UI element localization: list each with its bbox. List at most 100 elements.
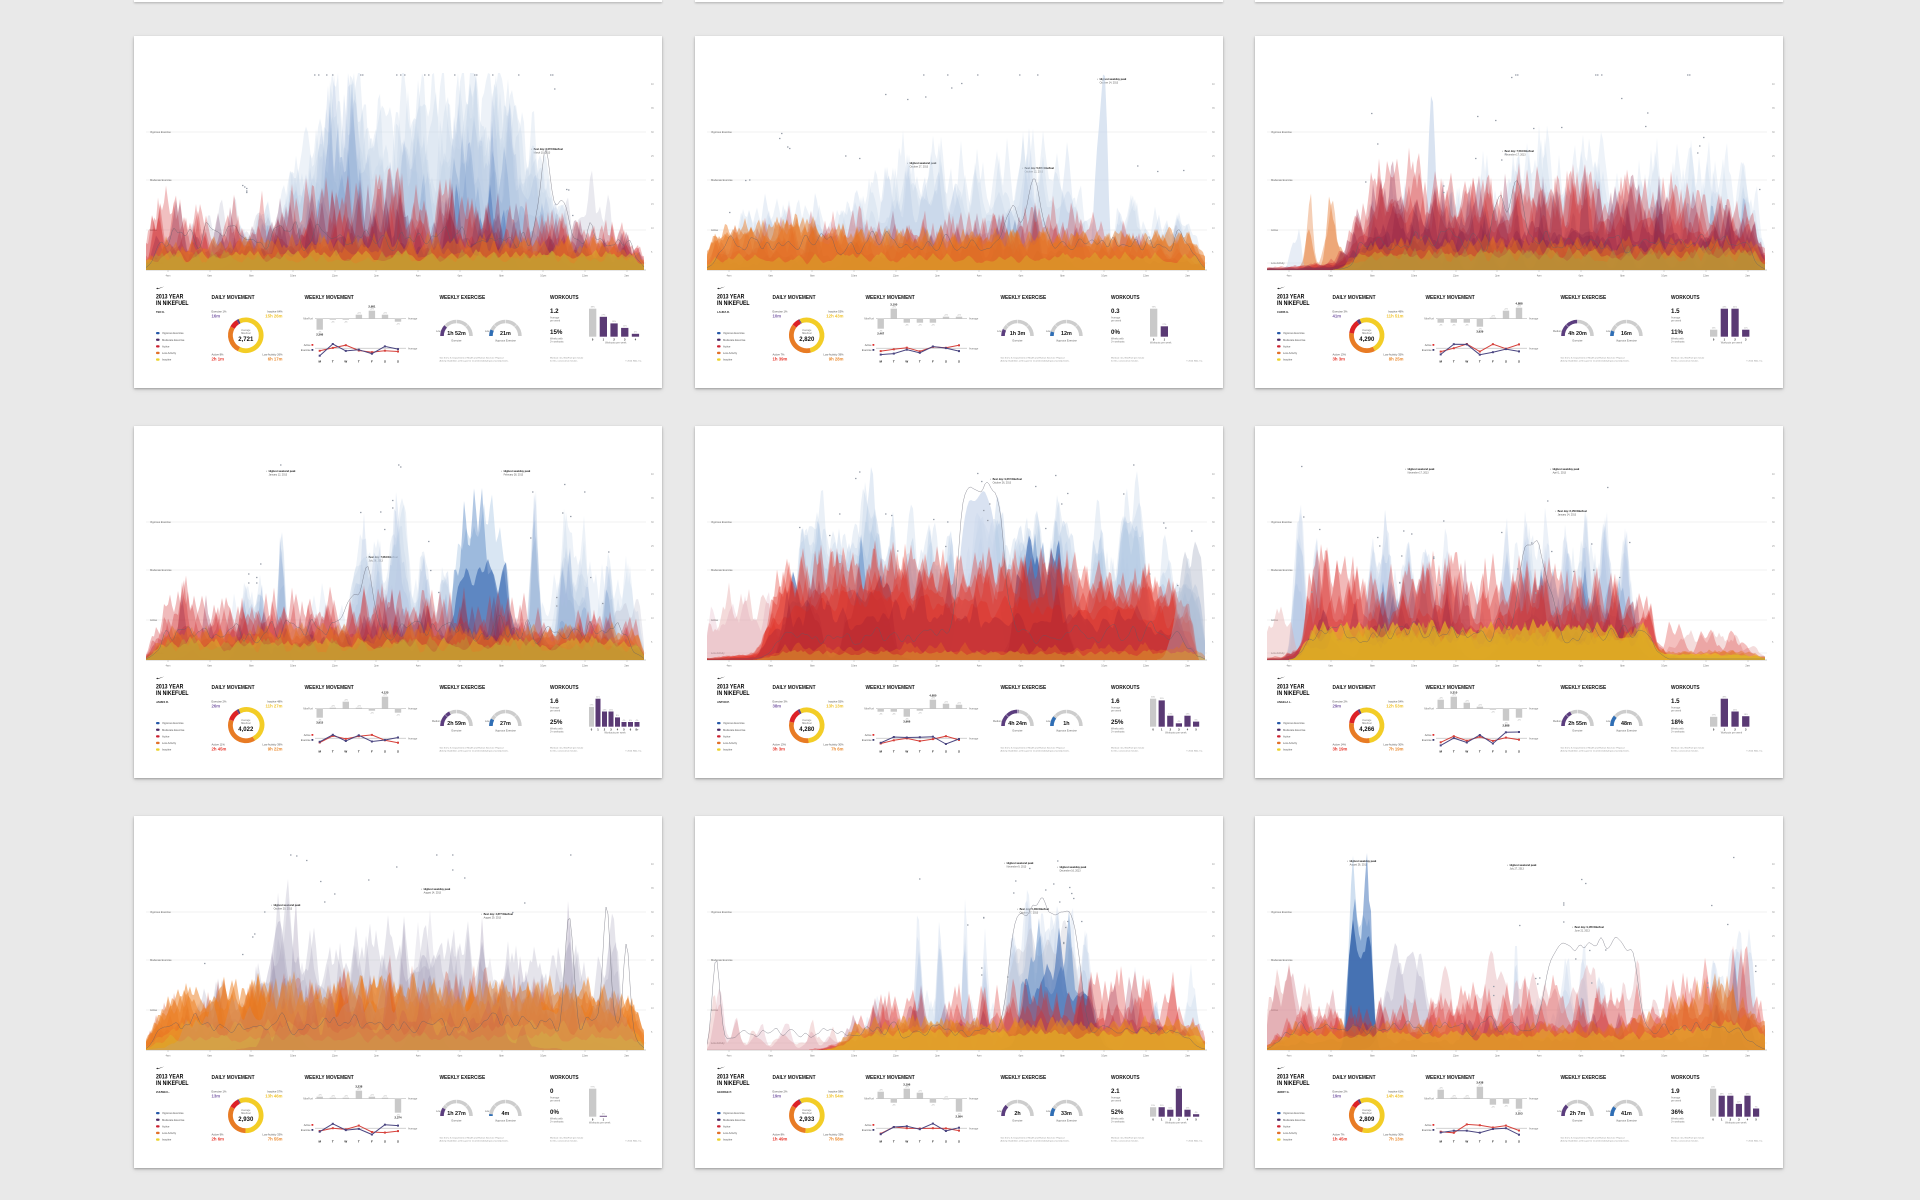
svg-text:4,888: 4,888 — [1516, 301, 1523, 305]
svg-text:5: 5 — [651, 641, 653, 644]
svg-text:8pm: 8pm — [1060, 665, 1065, 668]
svg-text:-1%: -1% — [892, 1105, 896, 1107]
svg-text:2013 YEAR: 2013 YEAR — [1277, 294, 1305, 301]
svg-text:October 27, 2013: October 27, 2013 — [1020, 911, 1039, 914]
svg-text:per week: per week — [1111, 320, 1122, 323]
svg-text:Exercise: Exercise — [452, 1119, 463, 1123]
svg-text:Vigorous Exercise: Vigorous Exercise — [1616, 729, 1637, 733]
svg-text:11%: 11% — [1737, 1102, 1741, 1104]
svg-text:•: • — [907, 162, 908, 165]
svg-text:-1%: -1% — [905, 719, 909, 721]
svg-text:1: 1 — [597, 727, 599, 731]
svg-text:Vigorous Exercise: Vigorous Exercise — [1056, 339, 1077, 343]
svg-text:+1%: +1% — [383, 313, 387, 315]
svg-text:F: F — [1492, 360, 1494, 364]
svg-text:35: 35 — [1772, 107, 1775, 110]
svg-text:S: S — [384, 1140, 386, 1144]
svg-text:8pm: 8pm — [499, 1055, 504, 1058]
svg-text:5: 5 — [651, 251, 653, 254]
svg-text:NikeFuel: NikeFuel — [864, 708, 874, 711]
svg-text:7h 13m: 7h 13m — [1389, 1137, 1404, 1142]
svg-text:S: S — [1518, 360, 1520, 364]
svg-text:2,584: 2,584 — [956, 1114, 963, 1118]
svg-text:1h 45m: 1h 45m — [1333, 1137, 1348, 1142]
svg-text:0: 0 — [1712, 1117, 1714, 1121]
svg-text:JERRY G.: JERRY G. — [1277, 1090, 1290, 1094]
svg-text:-1%: -1% — [318, 720, 322, 722]
svg-text:3h 19m: 3h 19m — [1333, 747, 1348, 752]
svg-text:Active: Active — [304, 344, 311, 347]
svg-text:+1%: +1% — [1491, 316, 1495, 318]
svg-text:Weeks with: Weeks with — [1671, 728, 1684, 731]
svg-text:1: 1 — [1161, 727, 1163, 731]
svg-text:30: 30 — [1212, 521, 1215, 524]
svg-text:•: • — [501, 470, 502, 473]
svg-text:13h 54m: 13h 54m — [826, 1094, 843, 1099]
svg-text:Low Activity 26%: Low Activity 26% — [262, 353, 283, 357]
svg-text:for 30+ consecutive minutes: for 30+ consecutive minutes — [1671, 1140, 1699, 1143]
svg-text:Inactive 53%: Inactive 53% — [828, 310, 844, 314]
svg-text:Low: Low — [1606, 330, 1611, 333]
svg-text:S: S — [384, 360, 386, 364]
svg-text:See the U.S. Department of Hea: See the U.S. Department of Health and Hu… — [1561, 1137, 1625, 1140]
svg-text:+1%: +1% — [944, 1097, 948, 1099]
svg-text:© 2014 Nike, Inc.: © 2014 Nike, Inc. — [625, 750, 642, 753]
svg-text:2,820: 2,820 — [799, 337, 815, 343]
svg-text:Low Activity 39%: Low Activity 39% — [262, 743, 283, 747]
svg-text:Low Activity: Low Activity — [1283, 351, 1298, 355]
svg-text:Active: Active — [162, 1124, 170, 1128]
svg-text:2: 2 — [1170, 1117, 1172, 1121]
svg-text:Activity Guidelines at hhs.gov: Activity Guidelines at hhs.gov for recom… — [440, 750, 509, 753]
svg-text:DAILY MOVEMENT: DAILY MOVEMENT — [212, 1075, 256, 1081]
svg-text:-1%: -1% — [1491, 1107, 1495, 1109]
svg-text:F: F — [371, 360, 373, 364]
svg-text:•: • — [1507, 864, 1508, 867]
svg-text:Average: Average — [1529, 737, 1539, 740]
svg-text:2.1: 2.1 — [1111, 1088, 1120, 1095]
svg-text:+1%: +1% — [944, 315, 948, 317]
svg-text:+1%: +1% — [383, 695, 387, 697]
svg-text:WEEKLY EXERCISE: WEEKLY EXERCISE — [1001, 685, 1047, 691]
svg-text:© 2014 Nike, Inc.: © 2014 Nike, Inc. — [1746, 1140, 1763, 1143]
svg-text:T: T — [1479, 360, 1481, 364]
svg-text:Active: Active — [1425, 344, 1432, 347]
svg-text:10pm: 10pm — [540, 275, 546, 278]
svg-text:-1%: -1% — [396, 715, 400, 717]
svg-text:Exercise: Exercise — [1013, 729, 1024, 733]
svg-text:T: T — [358, 750, 360, 754]
svg-text:W: W — [905, 750, 908, 754]
svg-text:2pm: 2pm — [935, 275, 940, 278]
svg-text:W: W — [344, 750, 347, 754]
svg-text:Weeks with: Weeks with — [1111, 728, 1124, 731]
svg-text:NikeFuel: NikeFuel — [303, 318, 313, 321]
svg-text:Vigorous Exercise: Vigorous Exercise — [1283, 1111, 1305, 1115]
svg-text:Workouts per week: Workouts per week — [605, 341, 627, 344]
svg-text:March 10, 2013: March 10, 2013 — [534, 151, 551, 154]
svg-text:-1%: -1% — [370, 713, 374, 715]
svg-text:M: M — [1439, 1140, 1442, 1144]
svg-text:T: T — [919, 750, 921, 754]
svg-text:15: 15 — [1212, 203, 1215, 206]
svg-text:10pm: 10pm — [540, 1055, 546, 1058]
svg-text:Average: Average — [969, 737, 979, 740]
svg-text:GEORGE P.: GEORGE P. — [717, 1090, 732, 1094]
svg-text:17%: 17% — [1712, 715, 1716, 717]
svg-text:Low Activity 30%: Low Activity 30% — [823, 743, 844, 747]
svg-text:12pm: 12pm — [893, 1055, 899, 1058]
svg-text:See the U.S. Department of Hea: See the U.S. Department of Health and Hu… — [440, 357, 504, 360]
svg-text:+1%: +1% — [370, 1095, 374, 1097]
svg-text:2013 YEAR: 2013 YEAR — [717, 684, 745, 691]
svg-text:S: S — [958, 750, 960, 754]
svg-text:8pm: 8pm — [499, 665, 504, 668]
svg-text:Vigorous Exercise: Vigorous Exercise — [723, 1111, 745, 1115]
svg-text:2pm: 2pm — [1495, 1055, 1500, 1058]
svg-text:W: W — [1465, 750, 1468, 754]
svg-text:2: 2 — [1734, 727, 1736, 731]
svg-text:Workouts per week: Workouts per week — [1150, 341, 1172, 344]
svg-text:Vigorous Exercise: Vigorous Exercise — [1271, 520, 1292, 524]
svg-text:Average: Average — [1111, 1097, 1121, 1100]
svg-text:Active: Active — [711, 618, 719, 622]
svg-text:+1%: +1% — [1452, 1096, 1456, 1098]
svg-text:Average: Average — [408, 708, 418, 711]
svg-text:8am: 8am — [1370, 275, 1375, 278]
